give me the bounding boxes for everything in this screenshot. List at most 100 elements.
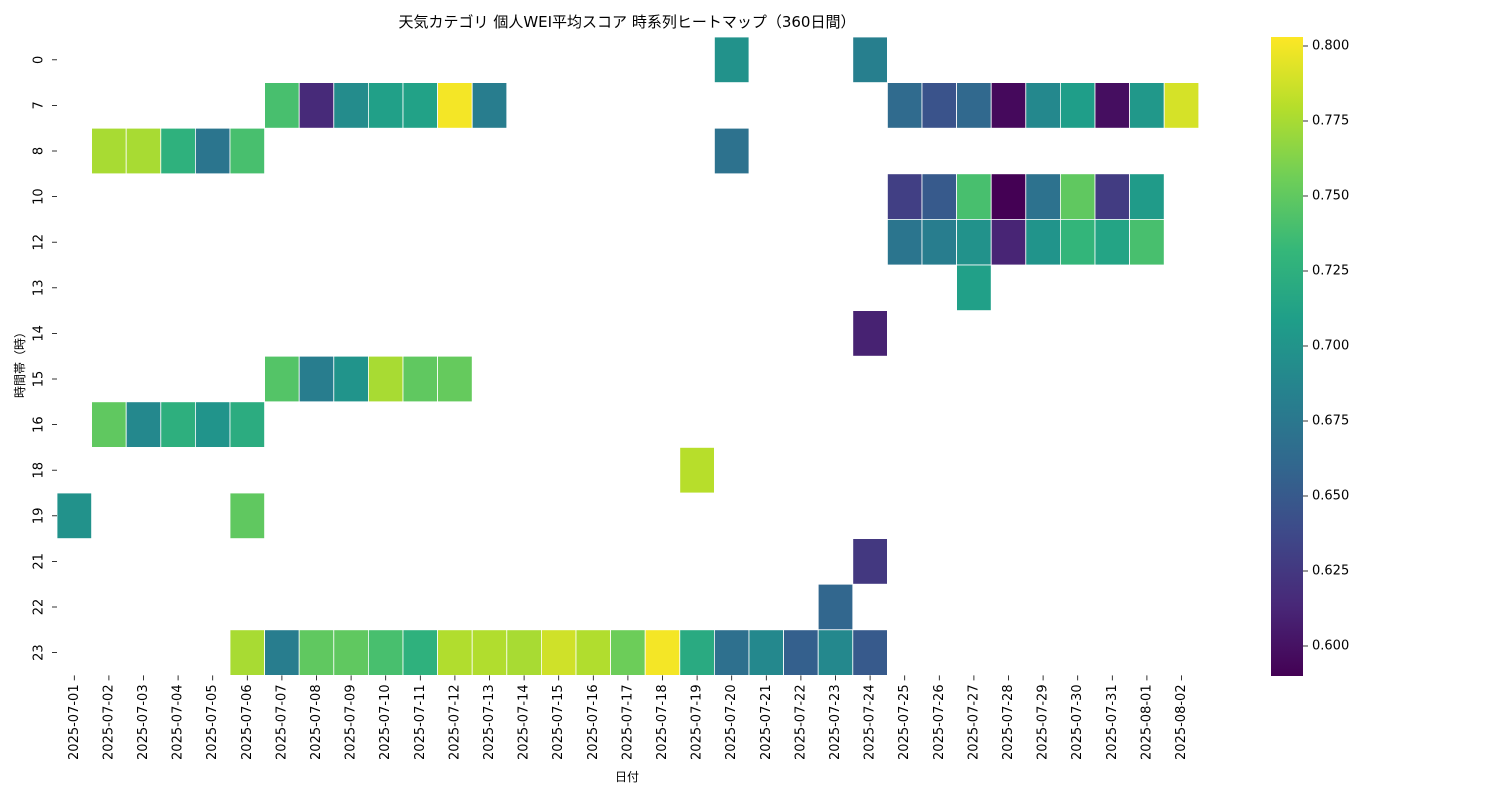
heatmap-cell — [229, 127, 265, 175]
heatmap-cell — [229, 629, 265, 676]
colorbar-tick-label: 0.750 — [1312, 189, 1349, 204]
x-axis-label: 日付 — [615, 770, 639, 784]
x-tick-label: 2025-07-15 — [551, 684, 566, 760]
y-tick-label: 23 — [32, 644, 47, 661]
y-tick-label: 19 — [32, 508, 47, 525]
heatmap-cell — [956, 264, 992, 311]
x-tick-label: 2025-07-05 — [205, 684, 220, 760]
y-tick-label: 7 — [32, 101, 47, 109]
heatmap-cell — [956, 173, 992, 220]
x-tick-label: 2025-07-23 — [828, 684, 843, 760]
x-tick-label: 2025-07-12 — [447, 684, 462, 760]
colorbar — [1271, 37, 1303, 676]
heatmap-cell — [1094, 82, 1130, 129]
x-tick-label: 2025-07-13 — [482, 684, 497, 760]
heatmap-cell — [541, 629, 577, 676]
heatmap-cell — [1060, 218, 1096, 266]
y-tick-label: 18 — [32, 462, 47, 479]
chart-title: 天気カテゴリ 個人WEI平均スコア 時系列ヒートマップ（360日間） — [399, 13, 856, 31]
colorbar-tick-label: 0.625 — [1312, 564, 1349, 579]
heatmap-cell — [783, 629, 819, 676]
heatmap-cell — [264, 355, 300, 403]
y-tick-label: 13 — [32, 280, 47, 297]
y-tick-label: 10 — [32, 188, 47, 205]
heatmap-cell — [367, 355, 404, 403]
heatmap-cell — [679, 629, 715, 676]
heatmap-cell — [990, 218, 1027, 266]
y-tick-label: 0 — [32, 56, 47, 64]
heatmap-cell — [437, 82, 473, 129]
heatmap-cell — [1129, 173, 1165, 220]
x-tick-label: 2025-07-27 — [966, 684, 981, 760]
x-tick-label: 2025-07-07 — [274, 684, 289, 760]
heatmap-cell — [194, 127, 231, 175]
x-tick-label: 2025-07-04 — [171, 684, 186, 760]
heatmap-cell — [714, 127, 750, 175]
x-tick-label: 2025-07-10 — [378, 684, 393, 760]
heatmap-cell — [506, 629, 542, 676]
colorbar-tick-label: 0.600 — [1312, 639, 1349, 654]
heatmap-cell — [125, 127, 162, 175]
x-tick-label: 2025-07-24 — [863, 684, 878, 760]
heatmap-cell — [298, 82, 335, 129]
x-tick-label: 2025-07-21 — [759, 684, 774, 760]
x-tick-label: 2025-07-17 — [620, 684, 635, 760]
colorbar-tick-label: 0.775 — [1312, 114, 1349, 129]
x-tick-label: 2025-07-16 — [586, 684, 601, 760]
colorbar-tick-label: 0.725 — [1312, 264, 1349, 279]
colorbar-tick-label: 0.700 — [1312, 339, 1349, 354]
heatmap-cell — [748, 629, 784, 676]
heatmap-cell — [714, 36, 750, 83]
heatmap-cell — [817, 583, 854, 631]
heatmap-cell — [333, 355, 369, 403]
x-tick-label: 2025-07-20 — [724, 684, 739, 760]
x-axis: 2025-07-01 2025-07-02 2025-07-03 2025-07-04… — [67, 675, 1189, 760]
heatmap-cell — [125, 401, 162, 448]
heatmap-cell — [437, 355, 473, 403]
y-tick-label: 12 — [32, 234, 47, 251]
heatmap-cell — [91, 127, 127, 175]
heatmap-cell — [56, 492, 92, 539]
heatmap-cell — [402, 355, 438, 403]
heatmap-cell — [1129, 82, 1165, 129]
y-tick-label: 14 — [32, 325, 47, 342]
x-tick-label: 2025-07-22 — [793, 684, 808, 760]
x-tick-label: 2025-07-06 — [240, 684, 255, 760]
heatmap-cell — [921, 173, 957, 220]
heatmap-cell — [1094, 218, 1130, 266]
heatmap-cell — [1025, 82, 1061, 129]
heatmap-cell — [229, 492, 265, 539]
heatmap-cell — [1025, 218, 1061, 266]
heatmap-cell — [990, 173, 1027, 220]
x-tick-label: 2025-07-08 — [309, 684, 324, 760]
x-tick-label: 2025-08-02 — [1174, 684, 1189, 760]
colorbar-tick-label: 0.675 — [1312, 414, 1349, 429]
heatmap-cell — [437, 629, 473, 676]
x-tick-label: 2025-07-11 — [413, 684, 428, 760]
x-tick-label: 2025-07-19 — [690, 684, 705, 760]
y-tick-label: 8 — [32, 147, 47, 155]
x-tick-label: 2025-07-02 — [101, 684, 116, 760]
colorbar-tick-label: 0.650 — [1312, 489, 1349, 504]
heatmap-cell — [367, 629, 404, 676]
heatmap-cell — [852, 629, 888, 676]
heatmap-cell — [264, 82, 300, 129]
heatmap-cell — [714, 629, 750, 676]
y-axis-label: 時間帯（時） — [13, 326, 27, 398]
y-tick-label: 15 — [32, 371, 47, 388]
heatmap-cell — [817, 629, 854, 676]
heatmap-cell — [956, 218, 992, 266]
heatmap-cell — [679, 446, 715, 494]
heatmap-cell — [471, 82, 508, 129]
heatmap-cell — [575, 629, 611, 676]
heatmap-cell — [852, 538, 888, 585]
heatmap-cell — [402, 629, 438, 676]
heatmap-cell — [1163, 82, 1200, 129]
heatmap-cell — [1060, 82, 1096, 129]
heatmap-cell — [887, 218, 923, 266]
heatmap-cell — [298, 629, 335, 676]
y-tick-label: 21 — [32, 553, 47, 570]
heatmap-cell — [1094, 173, 1130, 220]
x-tick-label: 2025-07-25 — [897, 684, 912, 760]
